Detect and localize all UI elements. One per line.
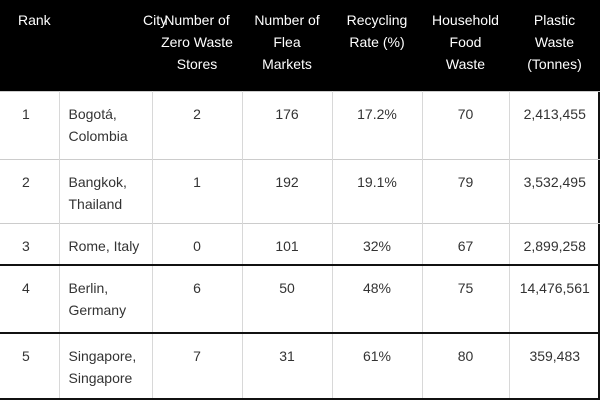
header-flea-line-3: Markets (262, 56, 312, 72)
header-rank: Rank (0, 0, 59, 91)
flea-markets-cell: 192 (242, 158, 333, 223)
city-name-line-2: Singapore (68, 370, 133, 386)
header-recycling-line-1: Recycling (346, 12, 408, 28)
plastic-waste-cell: 3,532,495 (509, 158, 600, 223)
header-row: Rank City Number of Zero Waste Stores Nu… (0, 0, 600, 91)
recycling-rate-cell: 48% (332, 264, 423, 333)
zero-waste-stores-cell: 0 (152, 222, 243, 265)
city-name-line-2: Colombia (68, 127, 128, 144)
zero-waste-stores-cell: 2 (152, 90, 243, 159)
city-cell: Rome, Italy (59, 222, 153, 265)
header-zero-waste-line-1: Number of (164, 12, 230, 28)
header-rank-label: Rank (18, 12, 51, 28)
header-recycling-rate: Recycling Rate (%) (332, 0, 422, 91)
recycling-rate-cell: 17.2% (332, 90, 423, 159)
zero-waste-stores-cell: 6 (152, 264, 243, 333)
rank-cell: 1 (0, 90, 60, 159)
table-row: 5 Singapore, Singapore 7 31 61% 80 359,4… (0, 332, 600, 400)
header-flea-markets: Number of Flea Markets (242, 0, 332, 91)
city-cell: Berlin, Germany (59, 264, 153, 333)
city-cell: Singapore, Singapore (59, 332, 153, 400)
plastic-waste-cell: 2,413,455 (509, 90, 600, 159)
city-cell: Bogotá, Colombia (59, 90, 153, 159)
header-recycling-line-2: Rate (%) (349, 34, 405, 50)
header-food-line-2: Food (449, 34, 482, 50)
city-name-line-1: Bogotá, (68, 105, 117, 122)
city-cell: Bangkok, Thailand (59, 158, 153, 223)
rank-cell: 4 (0, 264, 60, 333)
rank-cell: 5 (0, 332, 60, 400)
header-city-label: City (143, 12, 168, 28)
rank-cell: 2 (0, 158, 60, 223)
table-row: 3 Rome, Italy 0 101 32% 67 2,899,258 (0, 222, 600, 265)
header-zero-waste-stores: Number of Zero Waste Stores (152, 0, 242, 91)
header-zero-waste-line-3: Stores (176, 56, 218, 72)
flea-markets-cell: 176 (242, 90, 333, 159)
table-header: Rank City Number of Zero Waste Stores Nu… (0, 0, 600, 91)
header-plastic-line-2: Waste (534, 34, 575, 50)
table-row: 2 Bangkok, Thailand 1 192 19.1% 79 3,532… (0, 158, 600, 223)
plastic-waste-cell: 2,899,258 (509, 222, 600, 265)
flea-markets-cell: 101 (242, 222, 333, 265)
header-zero-waste-line-2: Zero Waste (161, 34, 233, 50)
table-body: 1 Bogotá, Colombia 2 176 17.2% 70 2,413,… (0, 90, 600, 400)
header-food-line-3: Waste (445, 56, 486, 72)
city-name-line-1: Singapore, (68, 348, 137, 364)
city-name-line-2: Germany (68, 302, 127, 318)
city-name-line-1: Bangkok, (68, 173, 127, 190)
plastic-waste-cell: 14,476,561 (509, 264, 600, 333)
zero-waste-stores-cell: 7 (152, 332, 243, 400)
table-row: 1 Bogotá, Colombia 2 176 17.2% 70 2,413,… (0, 90, 600, 159)
plastic-waste-cell: 359,483 (509, 332, 600, 400)
flea-markets-cell: 50 (242, 264, 333, 333)
city-name-line-2: Thailand (68, 195, 123, 212)
flea-markets-cell: 31 (242, 332, 333, 400)
city-name-line-1: Rome, Italy (68, 237, 140, 254)
recycling-rate-cell: 32% (332, 222, 423, 265)
household-food-waste-cell: 67 (422, 222, 510, 265)
household-food-waste-cell: 70 (422, 90, 510, 159)
header-city: City (59, 0, 167, 91)
city-name-line-1: Berlin, (68, 280, 109, 296)
table-bottom-border (0, 398, 600, 400)
header-flea-line-1: Number of (254, 12, 320, 28)
recycling-rate-cell: 19.1% (332, 158, 423, 223)
recycling-rate-cell: 61% (332, 332, 423, 400)
zero-waste-stores-cell: 1 (152, 158, 243, 223)
household-food-waste-cell: 80 (422, 332, 510, 400)
header-food-line-1: Household (432, 12, 499, 28)
household-food-waste-cell: 75 (422, 264, 510, 333)
header-plastic-waste: Plastic Waste (Tonnes) (509, 0, 600, 91)
rank-cell: 3 (0, 222, 60, 265)
header-flea-line-2: Flea (273, 34, 301, 50)
table-row: 4 Berlin, Germany 6 50 48% 75 14,476,561 (0, 264, 600, 333)
household-food-waste-cell: 79 (422, 158, 510, 223)
header-household-food-waste: Household Food Waste (422, 0, 509, 91)
header-plastic-line-3: (Tonnes) (527, 56, 582, 72)
header-plastic-line-1: Plastic (533, 12, 576, 28)
